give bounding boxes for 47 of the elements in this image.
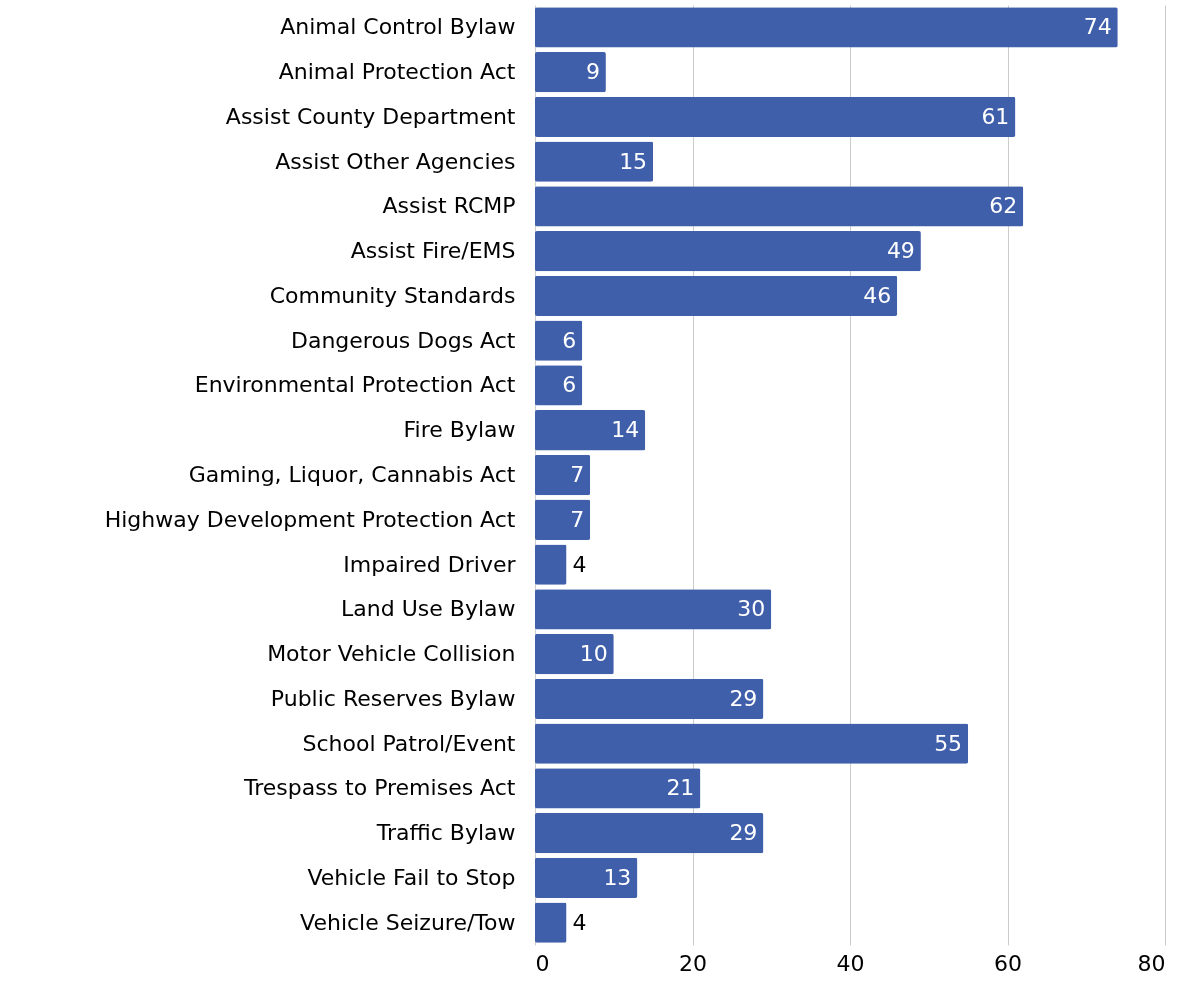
- data-label: 7: [570, 462, 585, 487]
- data-label: 6: [562, 372, 577, 398]
- y-tick-label: Vehicle Fail to Stop: [307, 864, 516, 890]
- data-label: 6: [562, 327, 577, 353]
- y-tick-label: Highway Development Protection Act: [104, 506, 516, 532]
- y-tick-label: Vehicle Seizure/Tow: [300, 909, 516, 935]
- data-label: 21: [666, 775, 695, 801]
- data-label: 74: [1083, 14, 1112, 40]
- data-label: 49: [886, 238, 915, 264]
- y-tick-label: School Patrol/Event: [302, 730, 516, 756]
- data-label: 30: [737, 596, 766, 622]
- y-tick-label: Animal Control Bylaw: [280, 14, 516, 40]
- y-tick-label: Environmental Protection Act: [194, 372, 516, 398]
- y-tick-label: Animal Protection Act: [278, 59, 516, 85]
- y-tick-label: Impaired Driver: [343, 551, 517, 577]
- x-tick-label: 40: [836, 950, 865, 976]
- y-tick-label: Gaming, Liquor, Cannabis Act: [188, 462, 516, 487]
- data-label: 14: [611, 417, 640, 443]
- data-label: 13: [603, 864, 632, 890]
- y-tick-label: Public Reserves Bylaw: [270, 685, 516, 711]
- y-tick-label: Traffic Bylaw: [375, 820, 516, 846]
- y-tick-label: Dangerous Dogs Act: [291, 327, 516, 353]
- x-tick-label: 0: [535, 950, 550, 976]
- data-label: 61: [981, 103, 1010, 129]
- data-label: 62: [989, 193, 1018, 219]
- data-label: 10: [579, 641, 608, 667]
- data-label: 15: [619, 148, 648, 174]
- data-label: 29: [729, 685, 758, 711]
- y-tick-label: Assist RCMP: [382, 193, 516, 219]
- data-label: 7: [570, 506, 585, 532]
- x-tick-label: 80: [1137, 950, 1166, 976]
- x-tick-label: 60: [994, 950, 1022, 976]
- y-tick-label: Assist Other Agencies: [275, 148, 516, 174]
- data-label: 55: [934, 730, 963, 756]
- y-tick-label: Trespass to Premises Act: [242, 775, 516, 801]
- y-tick-label: Fire Bylaw: [403, 417, 516, 443]
- y-tick-label: Assist County Department: [225, 103, 516, 129]
- data-label: 29: [729, 820, 758, 846]
- y-tick-label: Assist Fire/EMS: [350, 238, 516, 264]
- y-tick-label: Land Use Bylaw: [341, 596, 516, 622]
- data-label: 9: [585, 59, 600, 85]
- y-tick-label: Community Standards: [269, 282, 516, 308]
- data-label: 4: [572, 551, 587, 577]
- data-label: 46: [863, 282, 892, 308]
- y-tick-label: Motor Vehicle Collision: [267, 641, 516, 667]
- x-tick-label: 20: [679, 950, 707, 976]
- data-label: 4: [572, 909, 587, 935]
